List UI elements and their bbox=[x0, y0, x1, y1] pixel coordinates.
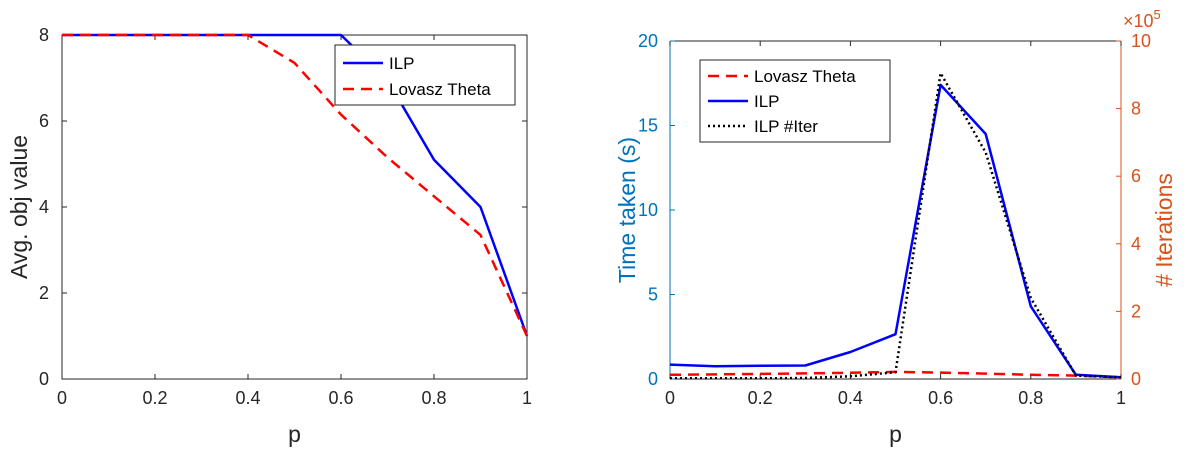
legend-label: ILP bbox=[754, 92, 780, 111]
y-tick-label: 6 bbox=[39, 111, 49, 131]
legend-label: Lovasz Theta bbox=[754, 67, 856, 86]
x-tick-label: 0 bbox=[57, 388, 67, 408]
x-tick-label: 0.4 bbox=[838, 388, 863, 408]
x-tick-label: 0.2 bbox=[748, 388, 773, 408]
left-y-tick-label: 0 bbox=[648, 369, 658, 389]
series-line-ilp-num-iter bbox=[670, 71, 1122, 380]
series-line-ilp bbox=[669, 83, 1122, 379]
left-y-tick-label: 20 bbox=[638, 31, 658, 51]
objective-value-chart: 0 0.2 0.4 0.6 0.8 1 0 2 4 6 8 p Avg. obj value ILP Lov… bbox=[6, 25, 532, 447]
right-axis-exponent-label: ×105 bbox=[1123, 7, 1161, 31]
right-y-tick-label: 4 bbox=[1131, 234, 1141, 254]
series-line-lovasz-theta bbox=[62, 33, 529, 337]
left-y-tick-label: 15 bbox=[638, 116, 658, 136]
right-y-axis-label: # Iterations bbox=[1151, 173, 1177, 287]
x-tick-label: 0.6 bbox=[928, 388, 953, 408]
right-y-tick-label: 0 bbox=[1131, 369, 1141, 389]
left-y-axis-label: Time taken (s) bbox=[614, 137, 640, 283]
legend-label: Lovasz Theta bbox=[389, 80, 491, 99]
x-axis-label: p bbox=[889, 421, 902, 447]
x-tick-label: 0.2 bbox=[142, 388, 167, 408]
x-tick-label: 0.8 bbox=[421, 388, 446, 408]
legend-label: ILP #Iter bbox=[754, 117, 818, 136]
x-tick-label: 0.6 bbox=[328, 388, 353, 408]
x-tick-label: 0.4 bbox=[235, 388, 260, 408]
x-tick-label: 0 bbox=[665, 388, 675, 408]
x-tick-label: 0.8 bbox=[1018, 388, 1043, 408]
y-tick-label: 8 bbox=[39, 25, 49, 45]
right-y-tick-label: 2 bbox=[1131, 301, 1141, 321]
left-y-tick-label: 10 bbox=[638, 200, 658, 220]
y-tick-label: 2 bbox=[39, 283, 49, 303]
x-tick-label: 1 bbox=[1116, 388, 1126, 408]
x-tick-label: 1 bbox=[522, 388, 532, 408]
legend-box bbox=[334, 44, 516, 106]
right-y-tick-label: 8 bbox=[1131, 99, 1141, 119]
exponent-base: ×10 bbox=[1123, 11, 1154, 31]
legend-label: ILP bbox=[389, 54, 415, 73]
exponent-power: 5 bbox=[1154, 7, 1161, 22]
right-y-tick-label: 10 bbox=[1131, 31, 1151, 51]
y-tick-label: 0 bbox=[39, 369, 49, 389]
x-axis-label: p bbox=[288, 421, 301, 447]
left-y-tick-label: 5 bbox=[648, 285, 658, 305]
y-axis-label: Avg. obj value bbox=[6, 135, 32, 279]
right-y-tick-label: 6 bbox=[1131, 166, 1141, 186]
y-tick-label: 4 bbox=[39, 197, 49, 217]
